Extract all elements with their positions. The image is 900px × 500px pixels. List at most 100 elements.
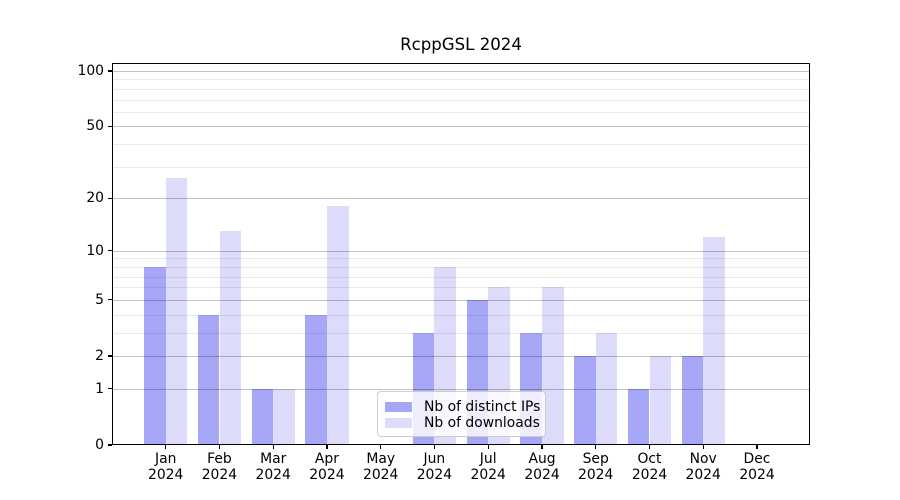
x-tick-label-jan: Jan 2024	[134, 451, 198, 484]
x-tick-label-feb: Feb 2024	[187, 451, 251, 484]
gridline-50	[112, 126, 810, 128]
x-tick-feb	[218, 445, 221, 449]
gridline-20	[112, 198, 810, 200]
x-tick-month: Oct	[637, 450, 662, 467]
bar-ips-jan	[144, 266, 166, 445]
y-tick-50	[108, 125, 112, 127]
gridline-minor-70	[112, 99, 810, 101]
gridlines-layer	[112, 63, 810, 446]
bar-downloads-jan	[165, 177, 188, 445]
x-tick-year: 2024	[148, 467, 184, 483]
legend-label-distinct-ips: Nb of distinct IPs	[424, 399, 541, 415]
bar-downloads-feb	[219, 231, 242, 445]
x-tick-label-mar: Mar 2024	[241, 451, 305, 484]
x-tick-may	[380, 445, 382, 449]
x-tick-label-oct: Oct 2024	[618, 451, 682, 484]
x-tick-year: 2024	[201, 467, 238, 483]
x-tick-month: Dec	[743, 450, 771, 467]
y-tick-label-2: 2	[95, 348, 104, 364]
gridline-minor-3	[112, 332, 810, 334]
x-tick-apr	[326, 445, 328, 449]
x-tick-label-jul: Jul 2024	[456, 451, 520, 484]
x-tick-month: May	[366, 450, 396, 467]
gridline-minor-8	[112, 266, 810, 268]
x-tick-label-apr: Apr 2024	[295, 451, 359, 484]
bar-downloads-nov	[703, 237, 725, 445]
legend-label-downloads: Nb of downloads	[424, 415, 540, 431]
y-tick-label-1: 1	[95, 380, 104, 397]
x-tick-month: Mar	[260, 450, 287, 467]
x-tick-year: 2024	[309, 467, 345, 483]
gridline-10	[112, 250, 810, 252]
x-tick-jun	[433, 445, 436, 449]
x-tick-dec	[756, 445, 758, 449]
gridline-minor-6	[112, 287, 810, 289]
x-tick-label-jun: Jun 2024	[402, 451, 466, 484]
x-tick-month: Feb	[207, 450, 232, 467]
legend: Nb of distinct IPs Nb of downloads	[377, 391, 546, 437]
x-tick-month: Aug	[528, 450, 556, 467]
x-tick-jul	[487, 445, 489, 449]
y-tick-label-100: 100	[77, 63, 104, 79]
gridline-minor-30	[112, 166, 810, 168]
x-tick-label-may: May 2024	[349, 451, 413, 484]
y-tick-100	[108, 70, 112, 72]
y-tick-20	[108, 197, 112, 199]
y-tick-10	[108, 250, 112, 252]
x-tick-oct	[648, 445, 651, 449]
x-tick-month: Jul	[479, 450, 497, 467]
x-tick-aug	[541, 445, 543, 449]
x-tick-month: Apr	[314, 450, 339, 467]
bar-ips-apr	[305, 314, 327, 445]
bar-ips-mar	[251, 388, 274, 445]
x-tick-sep	[595, 445, 597, 449]
y-tick-label-50: 50	[86, 118, 104, 135]
bar-downloads-oct	[649, 356, 672, 445]
gridline-minor-9	[112, 258, 810, 260]
legend-swatch-distinct-ips	[385, 402, 412, 412]
bar-ips-feb	[197, 314, 220, 445]
gridline-2	[112, 356, 810, 357]
y-tick-label-20: 20	[86, 190, 104, 207]
legend-item-distinct-ips: Nb of distinct IPs	[385, 399, 541, 415]
x-tick-nov	[702, 445, 704, 449]
x-tick-label-aug: Aug 2024	[510, 451, 574, 484]
plot-area: Nb of distinct IPs Nb of downloads	[112, 62, 810, 446]
bar-downloads-sep	[595, 332, 618, 445]
legend-item-downloads: Nb of downloads	[385, 415, 540, 431]
y-tick-0	[108, 444, 112, 446]
x-tick-label-sep: Sep 2024	[564, 451, 628, 484]
x-tick-year: 2024	[524, 467, 560, 483]
gridline-100	[112, 71, 810, 72]
bar-downloads-aug	[541, 287, 564, 445]
bar-ips-nov	[681, 356, 704, 445]
x-tick-jan	[165, 445, 167, 449]
gridline-5	[112, 299, 810, 301]
y-tick-label-0: 0	[95, 437, 104, 453]
x-tick-year: 2024	[578, 467, 614, 483]
x-tick-mar	[272, 445, 274, 449]
x-tick-year: 2024	[685, 467, 721, 483]
gridline-minor-80	[112, 88, 810, 90]
x-tick-month: Nov	[689, 450, 717, 467]
y-tick-label-5: 5	[95, 291, 104, 308]
legend-swatch-downloads	[385, 418, 412, 428]
x-tick-year: 2024	[470, 467, 506, 483]
x-tick-year: 2024	[739, 467, 775, 483]
bar-downloads-mar	[273, 388, 295, 445]
y-tick-2	[108, 355, 112, 357]
x-tick-month: Sep	[582, 450, 609, 467]
gridline-1	[112, 388, 810, 390]
bar-downloads-apr	[326, 206, 349, 445]
x-tick-label-nov: Nov 2024	[671, 451, 735, 484]
gridline-minor-60	[112, 111, 810, 113]
gridline-minor-90	[112, 79, 810, 81]
y-tick-label-10: 10	[86, 242, 104, 259]
y-tick-1	[108, 388, 112, 390]
x-tick-year: 2024	[631, 467, 668, 483]
x-tick-label-dec: Dec 2024	[725, 451, 789, 484]
gridline-minor-4	[112, 314, 810, 316]
gridline-minor-7	[112, 276, 810, 278]
x-tick-month: Jan	[154, 450, 177, 467]
